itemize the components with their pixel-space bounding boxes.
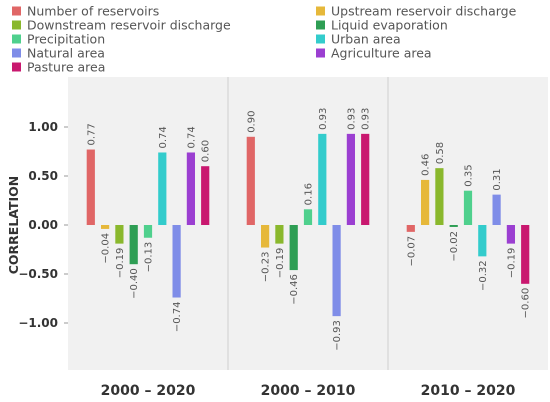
bar <box>449 225 458 227</box>
legend-entry-label: Precipitation <box>27 32 105 47</box>
category-labels: 2000 – 2020 2000 – 2010 2010 – 2020 <box>101 383 516 399</box>
bar <box>201 166 210 225</box>
y-axis-label: CORRELATION <box>6 176 21 275</box>
data-label: −0.19 <box>275 248 286 279</box>
bar <box>129 225 138 265</box>
data-label: 0.31 <box>492 168 503 190</box>
bar <box>346 133 355 225</box>
bar <box>478 225 487 257</box>
bar <box>506 225 515 244</box>
bar <box>172 225 181 298</box>
data-label: −0.40 <box>129 268 140 299</box>
bar <box>318 133 327 225</box>
category-label: 2000 – 2020 <box>101 383 196 399</box>
bar <box>435 168 444 225</box>
legend-swatch <box>12 48 21 58</box>
legend-swatch <box>316 34 325 44</box>
legend-entry-label: Pasture area <box>27 60 105 75</box>
data-label: 0.93 <box>346 108 357 130</box>
data-label: −0.13 <box>144 242 155 273</box>
bar <box>289 225 298 271</box>
legend-swatch <box>12 20 21 30</box>
bar <box>86 149 95 225</box>
legend-swatch <box>12 34 21 44</box>
bar <box>261 225 270 248</box>
legend-entry-label: Number of reservoirs <box>27 4 159 19</box>
legend-entry-label: Agriculture area <box>331 46 432 61</box>
data-label: −0.60 <box>521 288 532 319</box>
data-label: −0.32 <box>478 260 489 291</box>
data-label: −0.46 <box>289 274 300 305</box>
category-label: 2010 – 2020 <box>421 383 516 399</box>
legend-entry-label: Liquid evaporation <box>331 18 448 33</box>
legend-swatch <box>316 20 325 30</box>
data-label: −0.02 <box>449 231 460 262</box>
y-tick-label: 1.00 <box>28 120 58 134</box>
y-tick-label: −1.00 <box>18 316 58 330</box>
data-label: −0.23 <box>261 252 272 283</box>
data-label: −0.04 <box>101 233 112 264</box>
legend-swatch <box>12 6 21 16</box>
legend: Number of reservoirs Upstream reservoir d… <box>12 4 517 75</box>
bar <box>303 209 313 225</box>
data-label: 0.93 <box>318 108 329 130</box>
legend-entry-label: Downstream reservoir discharge <box>27 18 231 33</box>
legend-entry-label: Urban area <box>331 32 401 47</box>
data-label: 0.46 <box>421 154 432 176</box>
data-label: 0.74 <box>186 126 197 148</box>
bar <box>186 152 195 225</box>
data-label: −0.19 <box>115 248 126 279</box>
bar <box>246 136 255 225</box>
data-label: 0.74 <box>158 126 169 148</box>
bar <box>275 225 284 244</box>
data-label: 0.16 <box>304 183 315 205</box>
y-tick-label: −0.50 <box>18 267 58 281</box>
bar <box>406 225 415 232</box>
bars <box>86 133 530 317</box>
bar <box>158 152 167 225</box>
y-tick-label: 0.00 <box>28 218 58 232</box>
bar <box>115 225 124 244</box>
bar <box>463 190 473 225</box>
legend-swatch <box>316 6 325 16</box>
category-label: 2000 – 2010 <box>261 383 356 399</box>
data-label: 0.35 <box>464 164 475 186</box>
data-label: −0.74 <box>172 302 183 333</box>
data-label: 0.58 <box>435 142 446 164</box>
bar <box>521 225 530 284</box>
legend-swatch <box>12 62 21 72</box>
bar <box>143 225 153 238</box>
bar <box>492 194 501 225</box>
data-label: −0.93 <box>332 320 343 351</box>
legend-entry-label: Natural area <box>27 46 105 61</box>
legend-entry-label: Upstream reservoir discharge <box>331 4 517 19</box>
bar <box>101 225 110 229</box>
legend-swatch <box>316 48 325 58</box>
data-label: 0.90 <box>246 111 257 133</box>
data-label: 0.60 <box>201 140 212 162</box>
bar <box>361 133 370 225</box>
data-label: 0.93 <box>361 108 372 130</box>
y-tick-label: 0.50 <box>28 169 58 183</box>
y-axis: 1.00 0.50 0.00 −0.50 −1.00 <box>18 120 68 330</box>
bar <box>332 225 341 317</box>
data-label: −0.19 <box>506 248 517 279</box>
value-labels: 0.77−0.04 −0.19−0.40−0.130.74−0.740.740.6… <box>86 108 531 351</box>
data-label: 0.77 <box>86 123 97 145</box>
bar <box>421 179 430 225</box>
data-label: −0.07 <box>406 236 417 267</box>
